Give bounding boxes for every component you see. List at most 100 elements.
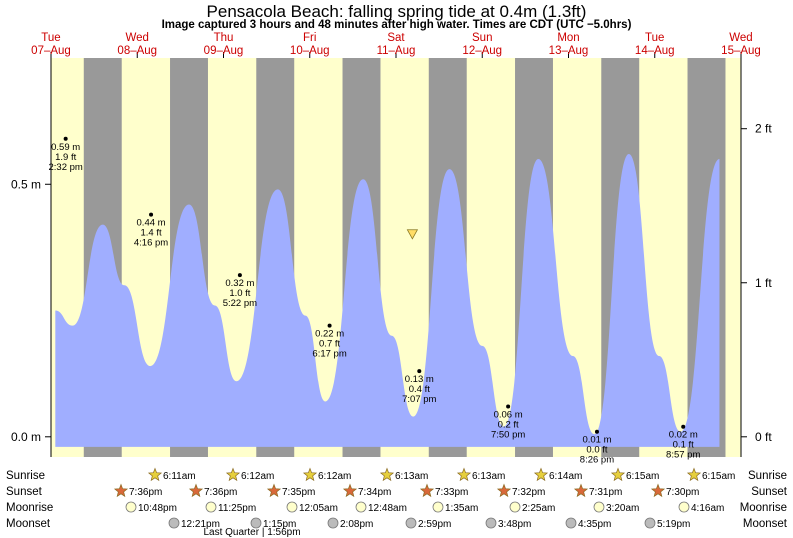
- chart-subtitle: Image captured 3 hours and 48 minutes af…: [161, 19, 632, 31]
- tide-height-ft: 0.7 ft: [319, 339, 340, 350]
- sunrise-time: 6:13am: [395, 471, 428, 482]
- sunrise-icon: [533, 467, 549, 482]
- tide-time: 6:17 pm: [312, 349, 346, 360]
- row-label-moonrise-left: Moonrise: [6, 502, 53, 514]
- sunrise-time: 6:15am: [626, 471, 659, 482]
- moonset-time: 1:15pm: [263, 519, 296, 530]
- tide-point: [149, 212, 154, 217]
- date-day-label: Thu: [214, 32, 234, 44]
- sunrise-icon: [302, 467, 318, 482]
- tide-height-ft: 0.1 ft: [673, 440, 694, 451]
- sunrise-icon: [456, 467, 472, 482]
- date-day-label: Tue: [41, 32, 60, 44]
- moonset-time: 12:21pm: [181, 519, 220, 530]
- tide-point: [63, 136, 68, 141]
- sunrise-time: 6:12am: [318, 471, 351, 482]
- moonrise-time: 10:48pm: [138, 503, 177, 514]
- sunset-icon: [266, 483, 282, 498]
- moonrise-time: 12:05am: [299, 503, 338, 514]
- tide-height-m: 0.01 m: [582, 435, 611, 446]
- tide-time: 2:32 pm: [48, 162, 82, 173]
- date-day-label: Wed: [729, 32, 752, 44]
- sunset-time: 7:35pm: [282, 487, 315, 498]
- tide-height-m: 0.44 m: [137, 218, 166, 229]
- moonset-icon: [485, 517, 497, 529]
- tide-time: 8:26 pm: [580, 455, 614, 466]
- tide-height-ft: 1.9 ft: [55, 152, 76, 163]
- right-tick-label: 0 ft: [755, 430, 772, 444]
- date-day-label: Sun: [472, 32, 492, 44]
- sunrise-time: 6:13am: [472, 471, 505, 482]
- tide-point: [681, 424, 686, 429]
- tide-height-ft: 0.0 ft: [586, 445, 607, 456]
- moonrise-icon: [125, 501, 137, 513]
- tide-point: [327, 323, 332, 328]
- sunrise-icon: [686, 467, 702, 482]
- date-label: 13–Aug: [549, 45, 589, 57]
- sunset-icon: [573, 483, 589, 498]
- tide-height-ft: 1.4 ft: [140, 228, 161, 239]
- tide-point: [237, 273, 242, 278]
- moonset-icon: [405, 517, 417, 529]
- date-day-label: Sat: [387, 32, 405, 44]
- date-day-label: Mon: [557, 32, 579, 44]
- moonrise-time: 2:25am: [522, 503, 555, 514]
- moonrise-time: 4:16am: [691, 503, 724, 514]
- moonrise-icon: [432, 501, 444, 513]
- row-label-sunrise-right: Sunrise: [748, 470, 787, 482]
- tide-time: 7:07 pm: [402, 394, 436, 405]
- moonrise-time: 3:20am: [606, 503, 639, 514]
- tide-time: 4:16 pm: [134, 238, 168, 249]
- sunset-time: 7:33pm: [435, 487, 468, 498]
- moonset-icon: [168, 517, 180, 529]
- now-marker: [406, 229, 419, 240]
- moonset-time: 5:19pm: [657, 519, 690, 530]
- chart-title: Pensacola Beach: falling spring tide at …: [206, 2, 587, 21]
- day-band: [725, 58, 741, 457]
- tide-height-m: 0.06 m: [494, 409, 523, 420]
- tide-time: 8:57 pm: [666, 450, 700, 461]
- date-label: 07–Aug: [31, 45, 71, 57]
- tide-height-ft: 0.4 ft: [409, 384, 430, 395]
- date-label: 15–Aug: [721, 45, 761, 57]
- sunrise-time: 6:11am: [163, 471, 196, 482]
- sunset-time: 7:30pm: [666, 487, 699, 498]
- right-tick-label: 1 ft: [755, 276, 772, 290]
- sunrise-icon: [610, 467, 626, 482]
- tide-height-ft: 1.0 ft: [229, 288, 250, 299]
- moonset-icon: [644, 517, 656, 529]
- tide-height-m: 0.02 m: [669, 430, 698, 441]
- tide-height-m: 0.32 m: [225, 278, 254, 289]
- tide-point: [594, 429, 599, 434]
- sunset-icon: [650, 483, 666, 498]
- date-day-label: Fri: [303, 32, 316, 44]
- date-label: 09–Aug: [204, 45, 244, 57]
- sunset-icon: [342, 483, 358, 498]
- moonset-time: 4:35pm: [578, 519, 611, 530]
- tide-point: [506, 404, 511, 409]
- moonrise-icon: [286, 501, 298, 513]
- date-label: 11–Aug: [377, 45, 416, 57]
- tide-time: 5:22 pm: [223, 298, 257, 309]
- date-label: 14–Aug: [635, 45, 675, 57]
- moonset-time: 2:08pm: [340, 519, 373, 530]
- sunrise-time: 6:14am: [549, 471, 582, 482]
- row-label-sunset-left: Sunset: [6, 486, 43, 498]
- moonset-time: 2:59pm: [418, 519, 451, 530]
- moon-phase-label: Last Quarter | 1:56pm: [203, 527, 300, 538]
- moonrise-icon: [593, 501, 605, 513]
- tide-point: [417, 369, 422, 374]
- row-label-sunset-right: Sunset: [751, 486, 788, 498]
- sunset-icon: [113, 483, 129, 498]
- sunrise-icon: [225, 467, 241, 482]
- left-tick-label: 0.0 m: [11, 430, 41, 444]
- tide-series-tide: [55, 153, 720, 447]
- row-label-moonset-right: Moonset: [743, 518, 788, 530]
- sunrise-time: 6:15am: [702, 471, 735, 482]
- date-label: 10–Aug: [290, 45, 330, 57]
- sunrise-icon: [379, 467, 395, 482]
- tide-height-m: 0.59 m: [51, 142, 80, 153]
- moonset-icon: [565, 517, 577, 529]
- row-label-moonset-left: Moonset: [6, 518, 51, 530]
- sunrise-icon: [147, 467, 163, 482]
